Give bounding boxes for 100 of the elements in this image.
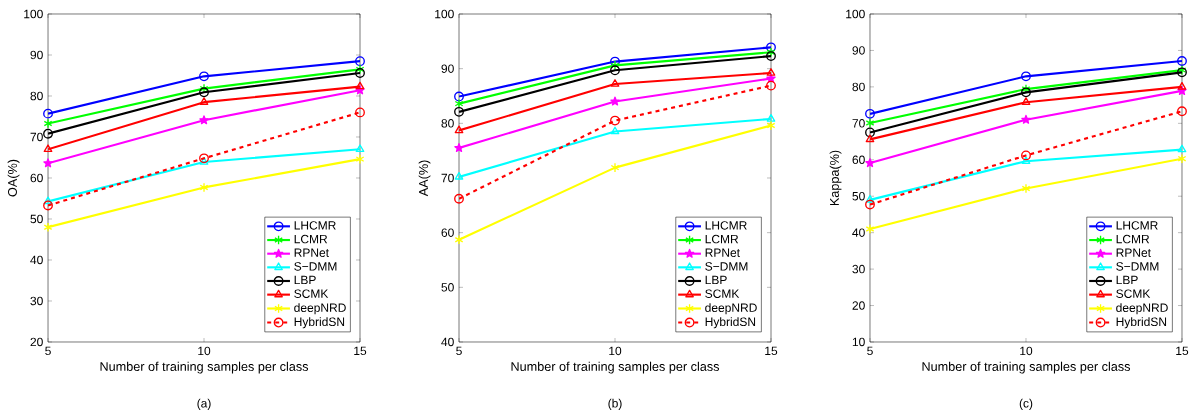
x-tick-label: 10 bbox=[609, 346, 622, 356]
point bbox=[865, 224, 875, 234]
point bbox=[766, 47, 776, 58]
legend-label: LBP bbox=[1116, 275, 1138, 285]
point bbox=[199, 115, 209, 125]
point bbox=[610, 79, 620, 87]
y-tick-label: 80 bbox=[441, 119, 454, 128]
point bbox=[199, 157, 209, 165]
y-tick-label: 40 bbox=[852, 228, 865, 237]
point bbox=[454, 171, 464, 180]
legend-label: S−DMM bbox=[705, 262, 748, 271]
legend-label: RPNet bbox=[1116, 248, 1151, 257]
point bbox=[355, 64, 365, 75]
legend-label: HybridSN bbox=[705, 317, 756, 329]
y-tick-label: 50 bbox=[30, 214, 43, 224]
legend-label: LBP bbox=[705, 275, 727, 285]
legend-label: deepNRD bbox=[294, 303, 346, 315]
point bbox=[766, 80, 776, 91]
y-axis-title: Kappa(%) bbox=[829, 150, 842, 206]
y-axis-title: OA(%) bbox=[7, 159, 20, 197]
point bbox=[454, 91, 464, 102]
point bbox=[454, 193, 464, 204]
point bbox=[199, 97, 209, 105]
point bbox=[355, 154, 365, 165]
x-tick-label: 15 bbox=[1176, 346, 1189, 356]
point bbox=[355, 107, 365, 118]
point bbox=[43, 128, 53, 139]
y-tick-label: 100 bbox=[846, 9, 865, 19]
legend-label: deepNRD bbox=[1116, 303, 1168, 315]
y-tick-label: 60 bbox=[30, 173, 43, 183]
x-tick-label: 5 bbox=[45, 346, 51, 356]
x-axis-title: Number of training samples per class bbox=[100, 361, 309, 374]
point bbox=[865, 199, 875, 210]
point bbox=[454, 125, 464, 134]
point bbox=[865, 158, 875, 168]
text: (a) bbox=[197, 398, 211, 410]
point bbox=[610, 162, 620, 173]
point bbox=[610, 60, 620, 71]
point bbox=[610, 126, 620, 135]
y-tick-label: 30 bbox=[30, 296, 43, 306]
y-axis-title: AA(%) bbox=[418, 160, 431, 197]
y-tick-label: 40 bbox=[441, 337, 454, 347]
y-tick-label: 50 bbox=[441, 283, 454, 292]
point bbox=[865, 108, 875, 119]
point bbox=[1021, 150, 1031, 161]
point bbox=[766, 114, 776, 122]
point bbox=[766, 42, 776, 53]
point bbox=[43, 108, 53, 119]
y-tick-label: 60 bbox=[441, 228, 454, 237]
x-axis-title: Number of training samples per class bbox=[922, 361, 1131, 374]
point bbox=[610, 96, 620, 106]
legend-label: HybridSN bbox=[294, 317, 345, 329]
x-tick-label: 5 bbox=[867, 346, 873, 356]
legend-label: LBP bbox=[294, 275, 316, 285]
y-tick-label: 50 bbox=[852, 191, 865, 201]
y-tick-label: 90 bbox=[441, 64, 454, 73]
point bbox=[1177, 56, 1187, 66]
y-tick-label: 70 bbox=[852, 119, 865, 128]
point bbox=[865, 127, 875, 138]
legend-label: RPNet bbox=[705, 248, 740, 257]
y-tick-label: 80 bbox=[30, 91, 43, 101]
point bbox=[454, 106, 464, 117]
y-tick-label: 90 bbox=[30, 50, 43, 60]
point bbox=[865, 118, 875, 128]
point bbox=[1177, 106, 1187, 117]
point bbox=[610, 65, 620, 76]
point bbox=[199, 182, 209, 193]
point bbox=[766, 68, 776, 76]
x-tick-label: 15 bbox=[765, 346, 778, 356]
point bbox=[610, 115, 620, 126]
point bbox=[43, 200, 53, 211]
point bbox=[1177, 144, 1187, 153]
legend-label: SCMK bbox=[1116, 289, 1151, 298]
point bbox=[766, 120, 776, 131]
y-tick-label: 90 bbox=[852, 46, 865, 55]
y-tick-label: 30 bbox=[852, 264, 865, 274]
x-tick-label: 10 bbox=[1020, 346, 1033, 356]
point bbox=[865, 134, 875, 143]
point bbox=[43, 144, 53, 153]
legend-label: LHCMR bbox=[1116, 221, 1158, 230]
legend-label: SCMK bbox=[705, 289, 740, 298]
point bbox=[199, 87, 209, 98]
legend-label: LHCMR bbox=[294, 221, 336, 230]
x-axis-title: Number of training samples per class bbox=[511, 361, 720, 374]
y-tick-label: 100 bbox=[435, 9, 454, 19]
y-tick-label: 80 bbox=[852, 82, 865, 92]
legend-label: S−DMM bbox=[294, 262, 337, 271]
legend-label: S−DMM bbox=[1116, 262, 1159, 271]
point bbox=[1021, 156, 1031, 165]
point bbox=[1021, 183, 1031, 194]
point bbox=[43, 158, 53, 168]
text: (c) bbox=[1019, 398, 1033, 410]
y-tick-label: 100 bbox=[24, 9, 43, 19]
y-tick-label: 40 bbox=[30, 255, 43, 265]
point bbox=[43, 222, 53, 233]
x-tick-label: 15 bbox=[354, 346, 367, 356]
legend-label: HybridSN bbox=[1116, 317, 1167, 329]
point bbox=[1021, 97, 1031, 105]
point bbox=[199, 153, 209, 164]
point bbox=[454, 234, 464, 245]
